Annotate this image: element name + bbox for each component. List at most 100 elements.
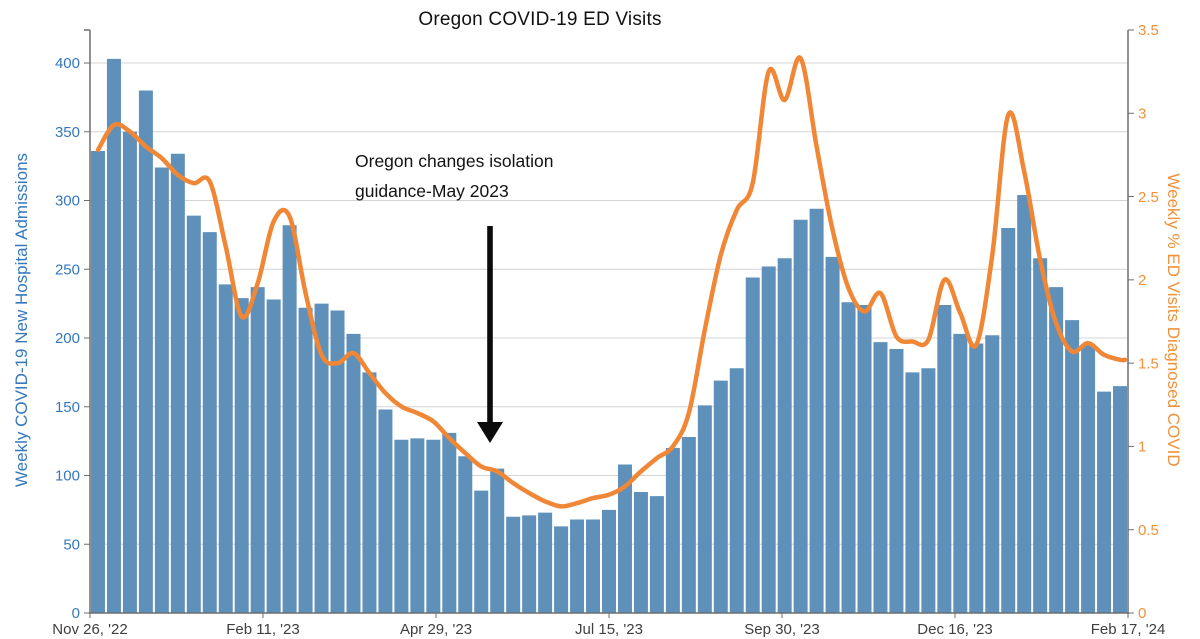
- right-tick-label: 1: [1138, 439, 1146, 456]
- bar: [298, 307, 313, 613]
- bar: [1049, 287, 1064, 614]
- bar: [969, 343, 984, 613]
- bar: [282, 225, 297, 613]
- bar: [857, 305, 872, 613]
- left-axis-ticks: 0 50 100 150 200 250 300 350 400: [55, 55, 90, 622]
- bar: [617, 464, 632, 613]
- bar: [1097, 391, 1112, 614]
- x-axis-ticks: Nov 26, '22 Feb 11, '23 Apr 29, '23 Jul 15,…: [52, 613, 1165, 638]
- bar: [458, 456, 473, 613]
- bar: [729, 368, 744, 613]
- left-tick-label: 50: [63, 536, 80, 553]
- annotation-line-1: Oregon changes isolation: [355, 151, 554, 171]
- bar: [1081, 344, 1096, 614]
- bar: [154, 167, 169, 613]
- bar: [825, 256, 840, 613]
- bar: [745, 277, 760, 613]
- left-tick-label: 150: [55, 399, 80, 416]
- bar: [1017, 195, 1032, 613]
- left-tick-label: 0: [72, 605, 80, 622]
- bar: [809, 208, 824, 613]
- bar: [649, 496, 664, 614]
- x-tick-label: Dec 16, '23: [917, 621, 992, 638]
- bar: [346, 333, 361, 614]
- bar: [905, 372, 920, 614]
- left-tick-label: 350: [55, 124, 80, 141]
- ed-visits-line: [95, 55, 1128, 509]
- x-tick-label: Feb 11, '23: [226, 621, 299, 638]
- bar: [586, 519, 601, 613]
- bar: [1033, 258, 1048, 613]
- bar: [713, 380, 728, 614]
- x-tick-label: Sep 30, '23: [744, 621, 819, 638]
- left-tick-label: 250: [55, 261, 80, 278]
- arrow-head-icon: [477, 422, 503, 443]
- right-tick-label: 2.5: [1138, 189, 1159, 206]
- bar: [985, 335, 1000, 613]
- right-axis-title: Weekly % ED Visits Diagnosed COVID: [1164, 173, 1183, 467]
- bar: [633, 492, 648, 613]
- right-tick-label: 0.5: [1138, 522, 1159, 539]
- annotation-arrow: [477, 226, 503, 443]
- bar: [362, 372, 377, 614]
- bar: [170, 153, 185, 613]
- bar: [314, 303, 329, 614]
- bar: [554, 526, 569, 614]
- right-tick-label: 0: [1138, 605, 1146, 622]
- left-tick-label: 400: [55, 55, 80, 72]
- bar: [665, 448, 680, 613]
- bar: [697, 405, 712, 614]
- right-tick-label: 3.5: [1138, 22, 1159, 39]
- left-tick-label: 300: [55, 193, 80, 210]
- bar: [761, 266, 776, 613]
- right-tick-label: 2: [1138, 272, 1146, 289]
- bar: [490, 468, 505, 614]
- x-tick-label: Nov 26, '22: [52, 621, 127, 638]
- bar: [937, 305, 952, 613]
- right-tick-label: 3: [1138, 105, 1146, 122]
- bar: [953, 333, 968, 614]
- bar: [90, 151, 105, 613]
- bar: [234, 298, 249, 614]
- annotation-text: Oregon changes isolation guidance-May 20…: [355, 146, 553, 206]
- right-axis-ticks: 0 0.5 1 1.5 2 2.5 3 3.5: [1128, 22, 1159, 622]
- x-tick-label: Feb 17, '24: [1091, 621, 1166, 638]
- bar: [1065, 320, 1080, 614]
- bar: [506, 516, 521, 613]
- bar: [538, 512, 553, 614]
- bar: [1001, 228, 1016, 613]
- bar: [122, 131, 137, 613]
- annotation-line-2: guidance-May 2023: [355, 181, 509, 201]
- bar: [522, 515, 537, 614]
- bar: [186, 215, 201, 614]
- x-tick-label: Jul 15, '23: [575, 621, 643, 638]
- chart-title: Oregon COVID-19 ED Visits: [418, 9, 662, 30]
- x-tick-label: Apr 29, '23: [400, 621, 472, 638]
- bar: [394, 439, 409, 613]
- bar: [218, 284, 233, 614]
- bar: [602, 509, 616, 614]
- bar: [202, 232, 217, 614]
- bar: [250, 287, 265, 614]
- admissions-bars: [90, 58, 1128, 614]
- left-tick-label: 200: [55, 330, 80, 347]
- bar: [266, 299, 281, 613]
- bar: [681, 437, 696, 613]
- bar: [330, 310, 345, 613]
- bar: [474, 490, 489, 614]
- right-tick-label: 1.5: [1138, 355, 1159, 372]
- bar: [873, 342, 888, 614]
- bar: [921, 368, 936, 613]
- bar: [793, 219, 808, 613]
- bar: [378, 409, 393, 613]
- left-axis-title: Weekly COVID-19 New Hospital Admissions: [12, 152, 31, 488]
- bar: [570, 519, 585, 613]
- bar: [410, 438, 425, 614]
- arrow-stem: [487, 226, 493, 424]
- left-tick-label: 100: [55, 468, 80, 485]
- bar: [841, 302, 856, 613]
- bar: [106, 58, 121, 614]
- bar: [889, 349, 904, 613]
